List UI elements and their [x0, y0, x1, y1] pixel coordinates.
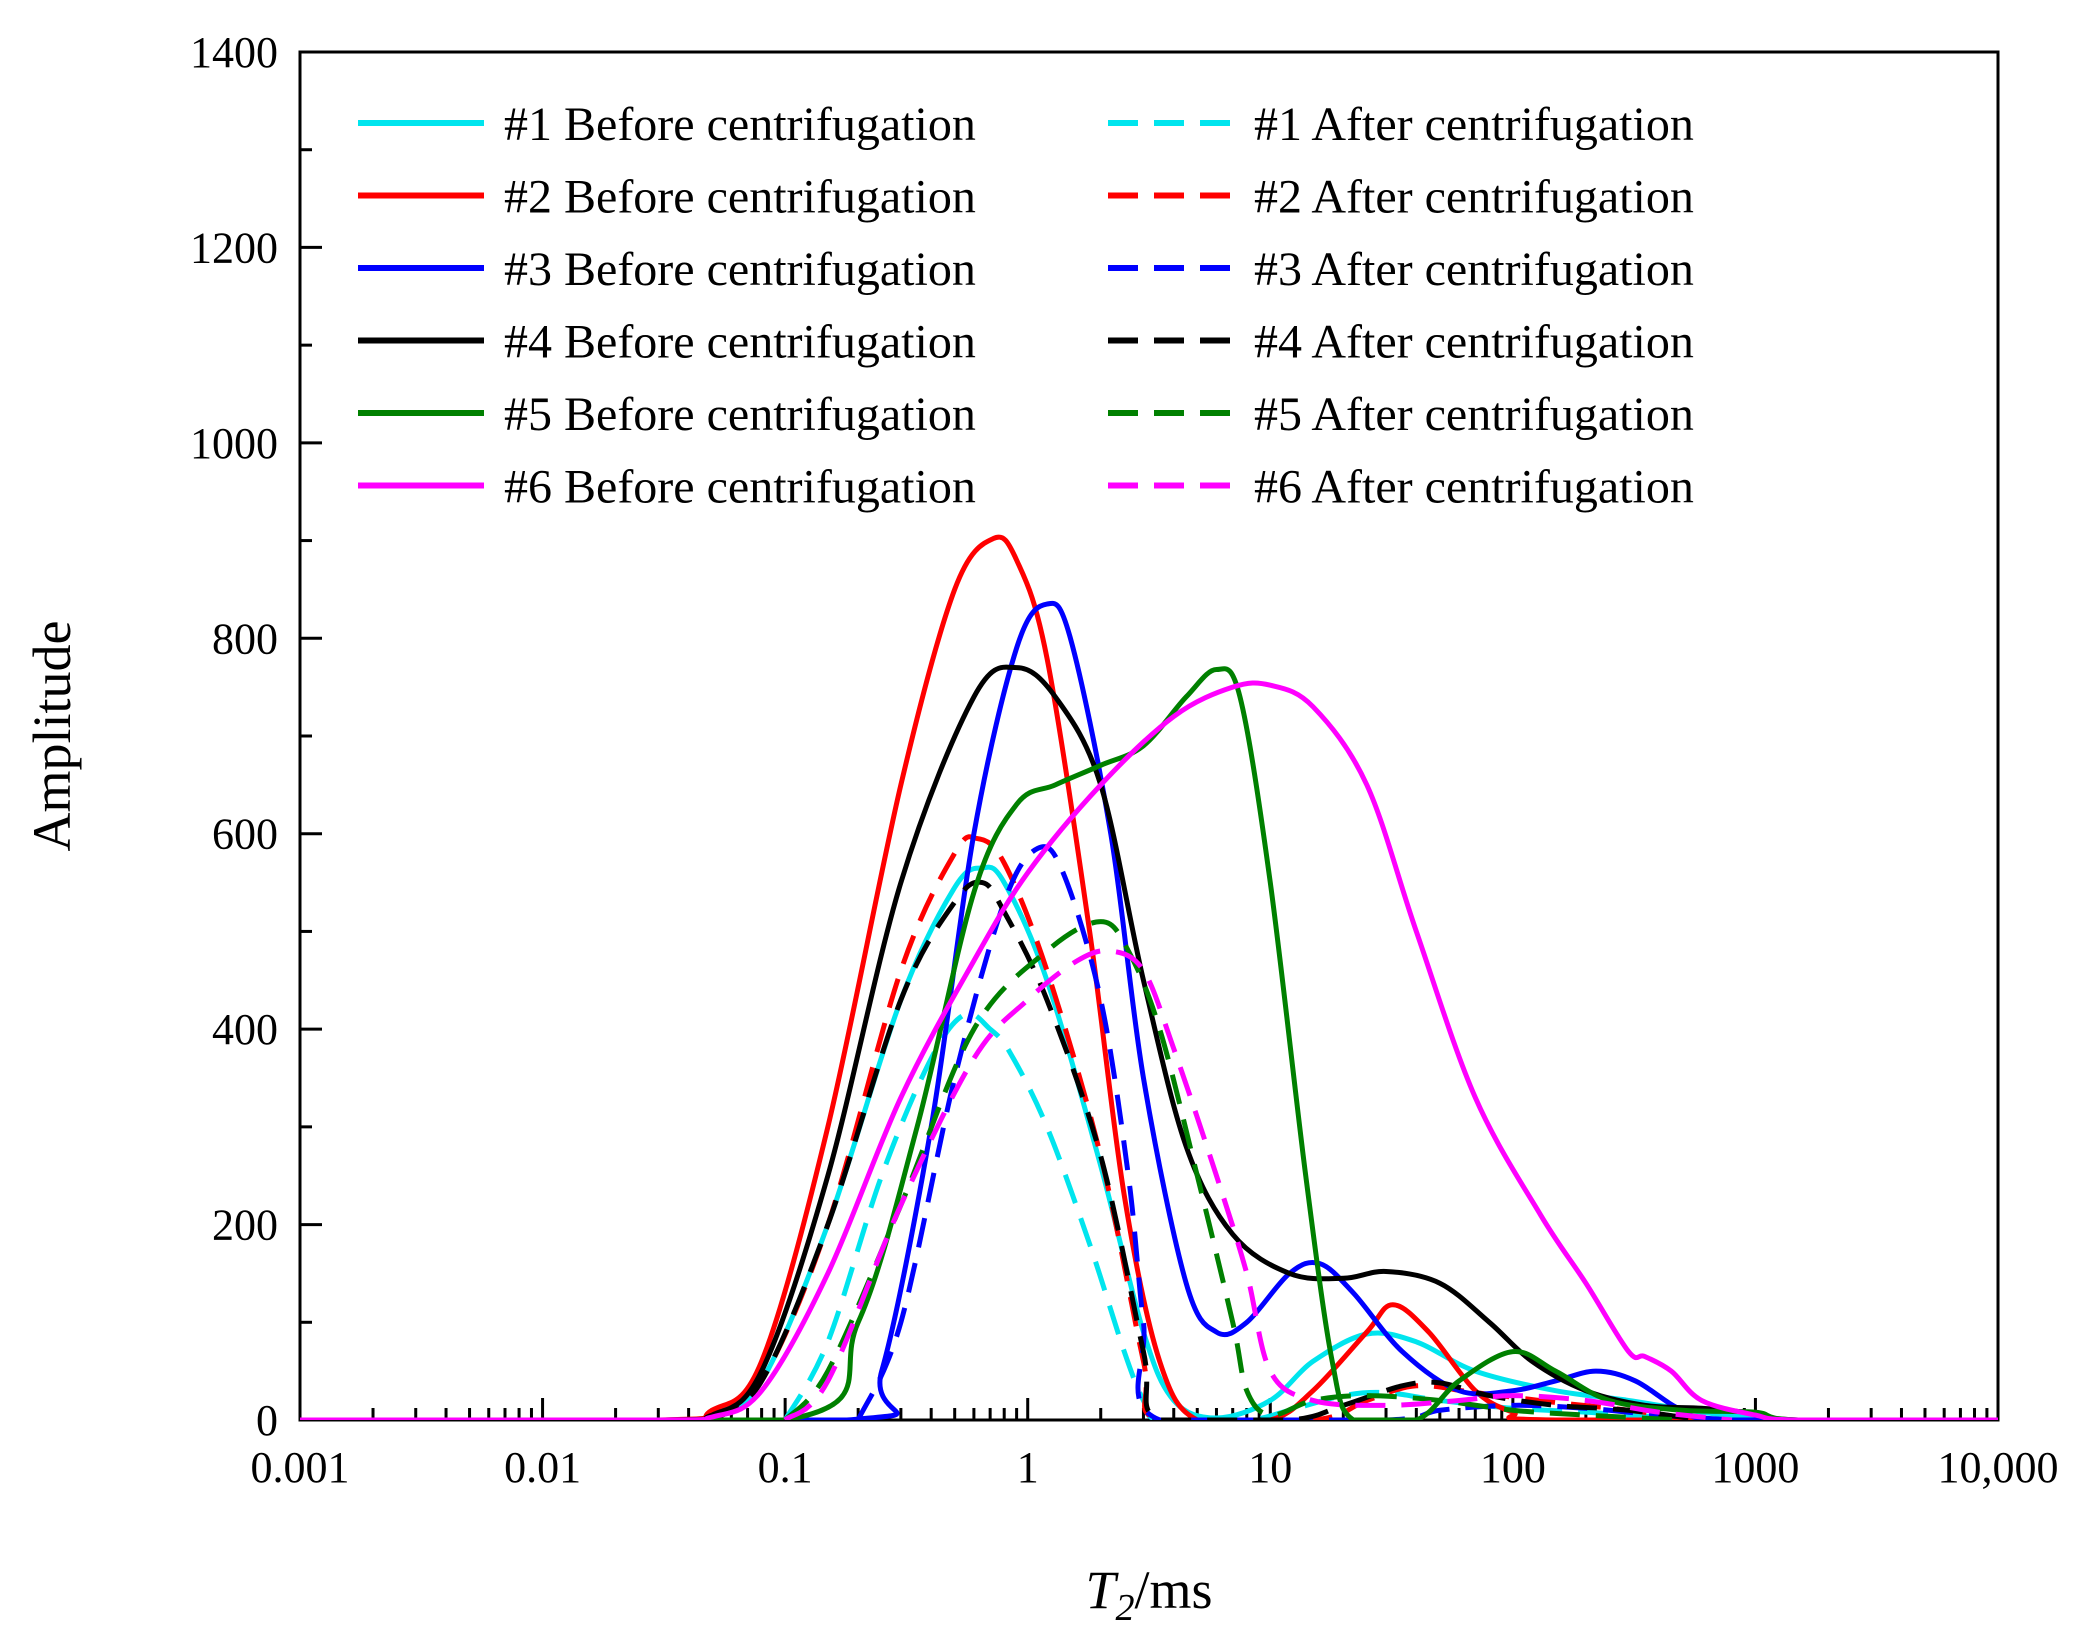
legend-label: #5 Before centrifugation [504, 388, 976, 441]
legend-label: #2 Before centrifugation [504, 171, 976, 224]
y-tick-label: 200 [212, 1201, 278, 1250]
x-axis-title: T2/ms [1085, 1560, 1212, 1629]
series-line-3 [300, 534, 1998, 1420]
x-tick-label: 0.1 [758, 1443, 813, 1492]
x-tick-label: 100 [1480, 1443, 1546, 1492]
x-tick-label: 10,000 [1938, 1443, 2059, 1492]
y-tick-label: 600 [212, 810, 278, 859]
y-tick-label: 1000 [190, 419, 278, 468]
legend: #1 Before centrifugation #1 After centrif… [358, 98, 1694, 514]
x-tick-label: 0.001 [251, 1443, 350, 1492]
legend-label: #2 After centrifugation [1254, 171, 1694, 224]
x-tick-label: 1 [1017, 1443, 1039, 1492]
legend-label: #6 After centrifugation [1254, 461, 1694, 514]
legend-label: #5 After centrifugation [1254, 388, 1694, 441]
legend-label: #6 Before centrifugation [504, 461, 976, 514]
y-tick-label: 400 [212, 1005, 278, 1054]
x-tick-label: 1000 [1711, 1443, 1799, 1492]
series-line-2 [782, 1010, 1733, 1420]
y-axis-ticks [300, 50, 322, 1422]
series-line-8 [710, 879, 1702, 1420]
y-tick-label: 0 [256, 1396, 278, 1445]
x-axis-title-unit: /ms [1135, 1560, 1213, 1620]
legend-label: #1 Before centrifugation [504, 98, 976, 151]
series-layer [300, 534, 1998, 1420]
x-tick-label: 10 [1248, 1443, 1292, 1492]
y-tick-label: 1400 [190, 28, 278, 77]
y-tick-label: 1200 [190, 223, 278, 272]
series-line-6 [855, 844, 1733, 1420]
series-line-11 [300, 680, 1998, 1420]
legend-label: #1 After centrifugation [1254, 98, 1694, 151]
series-line-9 [300, 666, 1998, 1420]
series-line-1 [300, 864, 1998, 1420]
y-axis-tick-labels: 0 200 400 600 800 1000 1200 1400 [190, 28, 278, 1445]
x-axis-title-subscript: 2 [1116, 1587, 1135, 1629]
series-line-5 [300, 600, 1998, 1420]
x-axis-tick-labels: 0.001 0.01 0.1 1 10 100 1000 10,000 [251, 1443, 2059, 1492]
legend-label: #3 After centrifugation [1254, 243, 1694, 296]
legend-label: #4 After centrifugation [1254, 316, 1694, 369]
series-line-7 [300, 664, 1998, 1420]
x-tick-label: 0.01 [504, 1443, 581, 1492]
legend-label: #3 Before centrifugation [504, 243, 976, 296]
legend-label: #4 Before centrifugation [504, 316, 976, 369]
y-tick-label: 800 [212, 614, 278, 663]
series-line-10 [783, 919, 1683, 1420]
y-axis-title: Amplitude [22, 621, 82, 852]
series-line-12 [783, 948, 1733, 1420]
x-axis-title-main: T [1085, 1560, 1119, 1620]
